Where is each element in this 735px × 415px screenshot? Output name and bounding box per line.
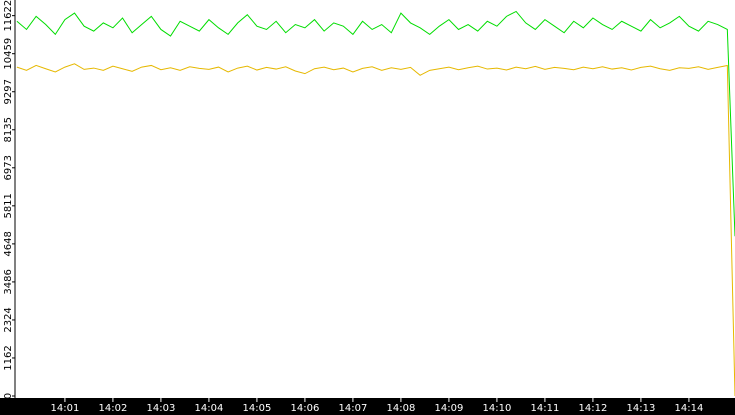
y-tick-label: 5811 (3, 193, 14, 218)
x-tick-label: 14:05 (243, 403, 272, 414)
x-tick-label: 14:08 (387, 403, 416, 414)
series-line (16, 63, 735, 397)
x-tick-label: 14:02 (99, 403, 128, 414)
x-tick-label: 14:01 (51, 403, 80, 414)
x-tick-label: 14:10 (483, 403, 512, 414)
y-tick-label: 9297 (3, 79, 14, 104)
y-tick-label: 4648 (3, 231, 14, 256)
x-tick-label: 14:13 (627, 403, 656, 414)
x-tick-label: 14:12 (579, 403, 608, 414)
x-tick-label: 14:04 (195, 403, 224, 414)
x-tick-label: 14:09 (435, 403, 464, 414)
y-tick-label: 8135 (3, 117, 14, 142)
y-tick-label: 0 (3, 393, 14, 399)
x-tick-label: 14:03 (147, 403, 176, 414)
y-tick-label: 11622 (3, 0, 14, 32)
y-tick-label: 6973 (3, 155, 14, 180)
series-line (16, 10, 735, 237)
y-tick-label: 10459 (3, 38, 14, 70)
x-tick-label: 14:14 (675, 403, 704, 414)
x-tick-label: 14:06 (291, 403, 320, 414)
y-tick-label: 1162 (3, 345, 14, 370)
y-tick-label: 2324 (3, 307, 14, 332)
x-axis-band (0, 398, 735, 415)
x-tick-label: 14:11 (531, 403, 560, 414)
x-tick-label: 14:07 (339, 403, 368, 414)
y-tick-label: 3486 (3, 269, 14, 294)
